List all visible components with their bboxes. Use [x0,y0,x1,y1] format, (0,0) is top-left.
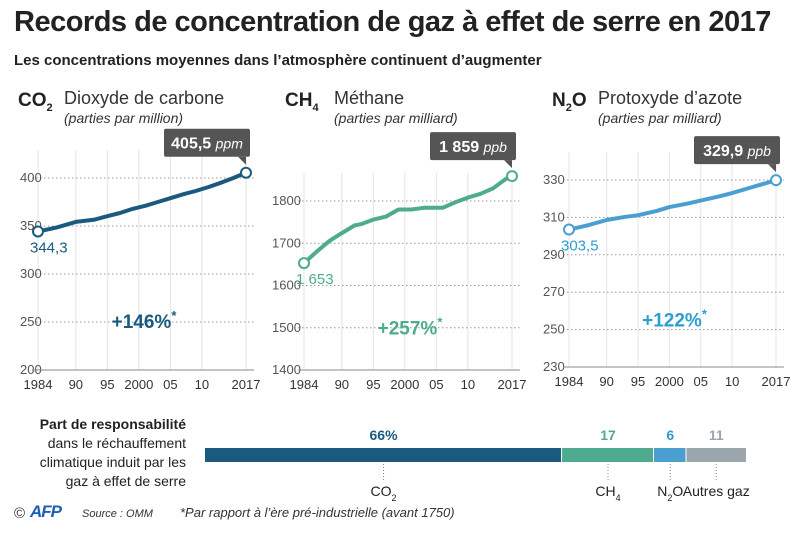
segment-value-label: 17 [600,427,616,443]
segment-value-label: 6 [666,427,674,443]
responsibility-title: Part de responsabilité dans le réchauffem… [39,416,186,489]
start-point [298,257,310,270]
end-value-label: 1 859 ppb [439,139,507,156]
ch4-unit: (parties par milliard) [334,110,458,126]
n2o-header: N2O [552,90,587,114]
x-tick-label: 10 [195,377,209,392]
callout-pointer [504,160,512,169]
x-tick-label: 10 [725,374,739,389]
y-tick-label: 300 [20,266,42,281]
segment-label: CO2 [371,483,397,503]
x-tick-label: 90 [599,374,613,389]
end-value-label: 405,5 ppm [171,136,243,153]
y-tick-label: 310 [543,209,565,224]
y-tick-label: 200 [20,362,42,377]
x-tick-label: 2017 [498,377,527,392]
end-value-callout [164,128,250,157]
copyright: © [14,505,26,522]
end-value-label: 329,9 ppb [703,143,771,160]
x-tick-label: 05 [429,377,443,392]
n2o-name: Protoxyde d’azote [598,88,743,108]
y-tick-label: 270 [543,284,565,299]
end-value-callout [694,136,780,165]
x-tick-label: 2000 [655,374,684,389]
x-tick-label: 90 [69,377,83,392]
x-tick-label: 1984 [290,377,319,392]
y-tick-label: 1500 [272,320,301,335]
segment-label: N2O [657,483,683,503]
x-tick-label: 05 [163,377,177,392]
x-tick-label: 05 [693,374,707,389]
end-value-callout [430,132,516,161]
callout-pointer [768,164,776,173]
y-tick-label: 1700 [272,235,301,250]
co2-name: Dioxyde de carbone [64,88,225,108]
y-tick-label: 230 [543,359,565,374]
segment-label: Autres gaz [683,483,750,499]
co2-header: CO2 [18,90,53,114]
increase-label: +146%* [112,308,178,333]
x-tick-label: 95 [366,377,380,392]
y-tick-label: 1400 [272,362,301,377]
y-tick-label: 1600 [272,278,301,293]
start-value-label: 344,3 [30,239,68,256]
x-tick-label: 1984 [555,374,584,389]
co2-formula: CO2 [18,90,53,114]
callout-pointer [238,156,246,165]
x-tick-label: 2000 [124,377,153,392]
segment-label: CH4 [595,483,620,503]
start-point [563,223,575,236]
end-point [240,166,252,179]
bar-segment [686,448,746,462]
y-tick-label: 330 [543,172,565,187]
afp-logo: AFP [30,502,62,521]
ch4-formula: CH4 [285,90,319,114]
footnote: *Par rapport à l’ère pré-industrielle (a… [180,505,455,520]
bar-segment [205,448,562,462]
y-tick-label: 400 [20,170,42,185]
x-tick-label: 95 [100,377,114,392]
series-line [302,174,514,266]
bar-segment [562,448,654,462]
y-tick-label: 250 [20,314,42,329]
bar-segment [654,448,686,462]
segment-value-label: 66% [370,427,399,443]
n2o-formula: N2O [552,90,587,114]
y-tick-label: 290 [543,247,565,262]
ch4-header: CH4 [285,90,319,114]
n2o-unit: (parties par milliard) [598,110,722,126]
series-line [567,178,778,232]
increase-label: +122%* [642,307,708,332]
increase-label: +257%* [378,314,444,339]
subtitle: Les concentrations moyennes dans l’atmos… [14,52,542,69]
co2-unit: (parties par million) [64,110,184,126]
start-point [32,225,44,238]
x-tick-label: 1984 [24,377,53,392]
start-value-label: 303,5 [561,238,599,255]
segment-value-label: 11 [709,427,724,443]
end-point [770,174,782,187]
x-tick-label: 2017 [232,377,261,392]
series-line [36,170,248,234]
x-tick-label: 10 [461,377,475,392]
source: Source : OMM [82,508,153,520]
page-title: Records de concentration de gaz à effet … [14,6,771,38]
x-tick-label: 95 [631,374,645,389]
x-tick-label: 2000 [390,377,419,392]
x-tick-label: 2017 [762,374,791,389]
y-tick-label: 250 [543,322,565,337]
ch4-name: Méthane [334,88,405,108]
y-tick-label: 1800 [272,193,301,208]
start-value-label: 1 653 [296,271,334,288]
end-point [506,170,518,183]
x-tick-label: 90 [335,377,349,392]
